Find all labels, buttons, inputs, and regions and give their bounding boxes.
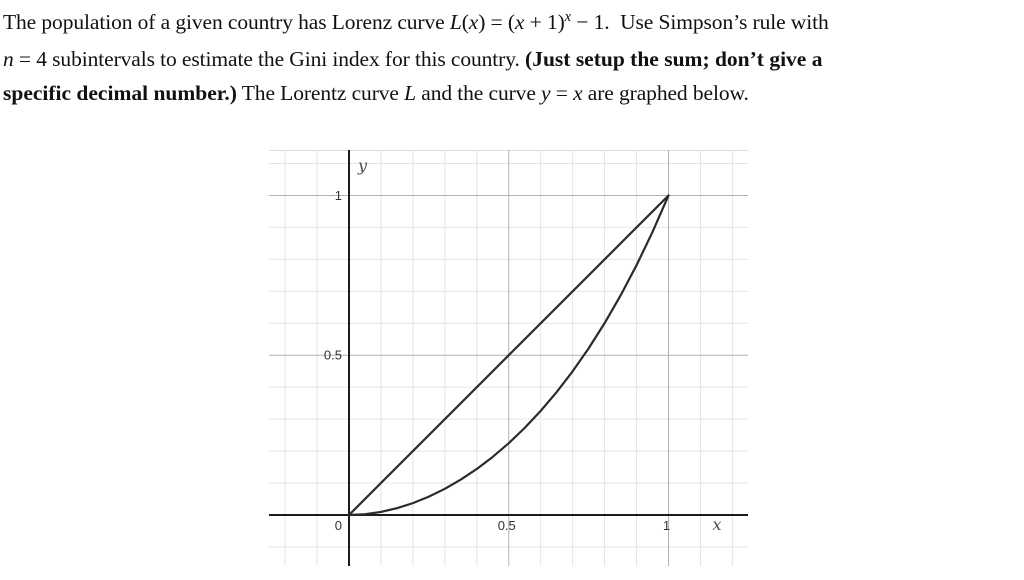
curve-lorenz [347,194,670,517]
y-axis-label: y [357,156,368,175]
text-segment: y [541,81,551,105]
y-axis-tick-label: 0.5 [324,348,342,363]
graph-canvas: 0.510 0.5 1yx [269,150,748,566]
text-segment: L [449,10,462,34]
problem-text-line-1: The population of a given country has Lo… [3,5,1021,42]
text-segment: (Just setup the sum; don’t give a [525,47,823,71]
origin-tick-label: 0 [335,518,342,533]
text-segment: = [550,81,574,105]
curves [347,194,670,517]
text-segment: − 1. Use Simpson’s rule with [571,10,829,34]
text-segment: specific decimal number.) [3,81,237,105]
text-segment: L [404,81,416,105]
x-axis-tick-label: 1 [663,518,670,533]
y-axis-tick-label: 1 [335,188,342,203]
text-segment: = 4 subintervals to estimate the Gini in… [13,47,526,71]
x-axis-tick-label: 0.5 [498,518,516,533]
lorenz-graph: 0.5 1 0 0.5 1 y x [269,150,748,566]
text-segment: ) = ( [478,10,515,34]
text-segment: x [468,10,479,34]
text-segment: + 1) [524,10,565,34]
text-segment: x [514,10,525,34]
text-segment: ( [461,10,469,34]
text-segment: and the curve [415,81,542,105]
text-segment: x [564,8,572,25]
problem-text-line-3: specific decimal number.) The Lorentz cu… [3,76,1021,110]
text-segment: The Lorentz curve [236,81,405,105]
problem-text-line-2: n = 4 subintervals to estimate the Gini … [3,42,1021,76]
text-segment: x [573,81,583,105]
tick-labels: 0.510 0.5 1yx [324,156,722,534]
curve-y-equals-x [347,194,670,517]
x-axis-label: x [712,515,721,534]
text-segment: are graphed below. [582,81,749,105]
problem-statement: The population of a given country has Lo… [3,5,1021,110]
text-segment: n [3,47,14,71]
text-segment: The population of a given country has Lo… [3,10,450,34]
